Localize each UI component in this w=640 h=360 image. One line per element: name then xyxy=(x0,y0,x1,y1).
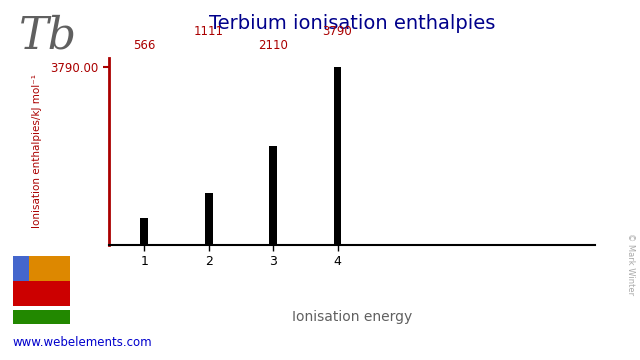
Text: Tb: Tb xyxy=(19,14,77,58)
Text: 1111: 1111 xyxy=(194,25,223,38)
Text: www.webelements.com: www.webelements.com xyxy=(13,336,152,349)
Text: © Mark Winter: © Mark Winter xyxy=(626,233,635,295)
Text: Terbium ionisation enthalpies: Terbium ionisation enthalpies xyxy=(209,14,495,33)
Text: Ionisation energy: Ionisation energy xyxy=(292,310,412,324)
Text: 3790: 3790 xyxy=(323,25,353,38)
Text: 566: 566 xyxy=(133,39,156,52)
Bar xyxy=(205,193,212,245)
Text: 2110: 2110 xyxy=(258,39,288,52)
Bar xyxy=(333,67,341,245)
Y-axis label: Ionisation enthalpies/kJ mol⁻¹: Ionisation enthalpies/kJ mol⁻¹ xyxy=(32,74,42,228)
Bar xyxy=(140,218,148,245)
Bar xyxy=(269,145,277,245)
